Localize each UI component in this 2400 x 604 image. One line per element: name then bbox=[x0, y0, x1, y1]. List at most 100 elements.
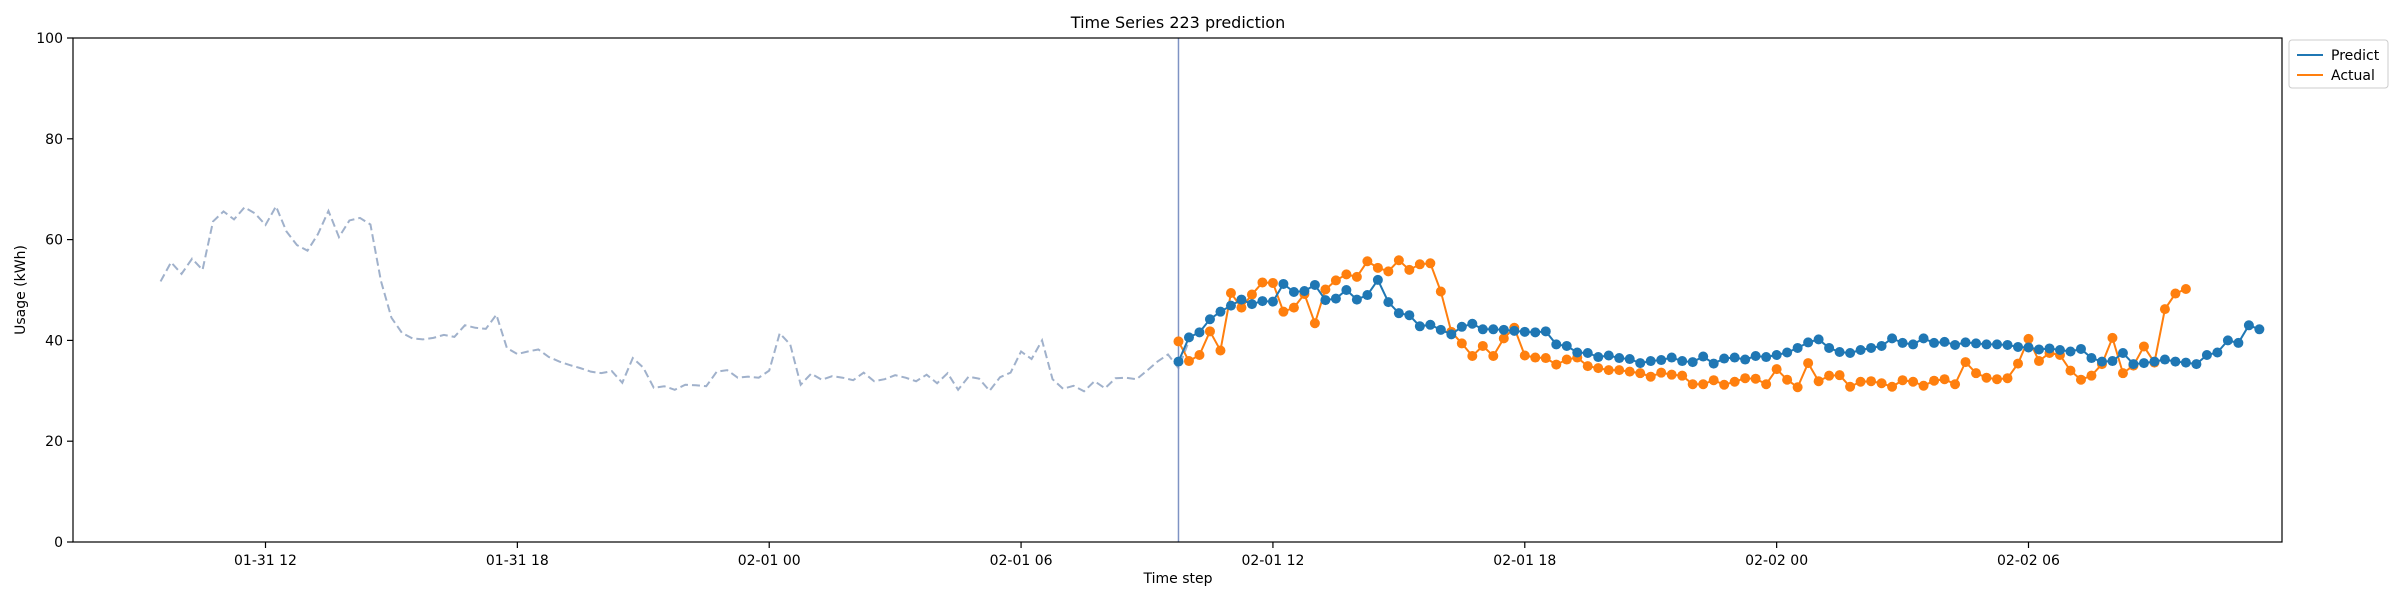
predict-point bbox=[1215, 306, 1226, 317]
actual-point bbox=[2170, 288, 2181, 299]
chart-title: Time Series 223 prediction bbox=[1070, 13, 1285, 32]
predict-point bbox=[2117, 348, 2128, 358]
actual-point bbox=[1593, 363, 1604, 374]
actual-point bbox=[1194, 350, 1205, 361]
predict-point bbox=[1246, 299, 1257, 310]
predict-point bbox=[1834, 346, 1845, 357]
predict-point bbox=[1981, 339, 1992, 350]
predict-point bbox=[1929, 337, 1940, 348]
predict-point bbox=[2075, 343, 2086, 354]
predict-point bbox=[1855, 344, 1866, 355]
predict-point bbox=[2013, 341, 2024, 352]
actual-point bbox=[1414, 259, 1425, 270]
legend-label-predict: Predict bbox=[2331, 48, 2380, 64]
predict-point bbox=[1866, 342, 1877, 353]
predict-point bbox=[1635, 358, 1646, 369]
predict-point bbox=[1614, 353, 1625, 364]
predict-point bbox=[1530, 327, 1541, 338]
actual-point bbox=[1257, 277, 1268, 288]
predict-point bbox=[1887, 333, 1898, 344]
actual-point bbox=[1393, 255, 1404, 266]
predict-point bbox=[1372, 274, 1383, 285]
legend: Predict Actual bbox=[2288, 39, 2389, 89]
x-axis-label: Time step bbox=[1143, 571, 1213, 587]
y-axis: 0 20 40 60 80 100 bbox=[36, 31, 73, 551]
predict-point bbox=[1918, 333, 1929, 344]
predict-point bbox=[1309, 279, 1320, 290]
predict-point bbox=[1551, 339, 1562, 350]
predict-point bbox=[1425, 319, 1436, 330]
predict-point bbox=[2065, 346, 2076, 357]
predict-point bbox=[2201, 350, 2212, 361]
predict-point bbox=[1236, 294, 1247, 305]
actual-point bbox=[1981, 372, 1992, 383]
predict-point bbox=[1782, 347, 1793, 358]
actual-point bbox=[1635, 368, 1646, 379]
actual-point bbox=[1792, 382, 1803, 393]
x-tick-label: 02-01 12 bbox=[1241, 553, 1304, 569]
actual-point bbox=[2065, 365, 2076, 376]
actual-point bbox=[1435, 286, 1446, 297]
predict-point bbox=[2159, 354, 2170, 365]
actual-point bbox=[2180, 283, 2191, 294]
actual-point bbox=[1698, 379, 1709, 390]
predict-point bbox=[1950, 339, 1961, 350]
actual-point bbox=[2002, 373, 2013, 384]
predict-point bbox=[1572, 347, 1583, 358]
actual-point bbox=[1824, 370, 1835, 381]
predict-point bbox=[1813, 334, 1824, 345]
x-axis: 01-31 12 01-31 18 02-01 00 02-01 06 02-01 12… bbox=[234, 542, 2060, 569]
predict-point bbox=[1792, 342, 1803, 353]
predict-point bbox=[2243, 320, 2254, 331]
predict-point bbox=[1992, 339, 2003, 350]
actual-point bbox=[2086, 370, 2097, 381]
predict-point bbox=[1393, 308, 1404, 319]
actual-point bbox=[1330, 275, 1341, 286]
predict-point bbox=[1435, 324, 1446, 335]
predict-point bbox=[2254, 324, 2265, 335]
actual-point bbox=[1950, 379, 1961, 390]
actual-point bbox=[1488, 351, 1499, 362]
actual-point bbox=[1204, 326, 1215, 337]
actual-point bbox=[2023, 333, 2034, 344]
predict-point bbox=[2044, 343, 2055, 354]
predict-point bbox=[2107, 356, 2118, 367]
predict-point bbox=[1908, 339, 1919, 350]
actual-point bbox=[1383, 266, 1394, 277]
actual-point bbox=[1498, 333, 1509, 344]
actual-point bbox=[1803, 358, 1814, 369]
predict-point bbox=[1750, 351, 1761, 362]
predict-point bbox=[1477, 324, 1488, 335]
predict-point bbox=[1771, 350, 1782, 361]
actual-point bbox=[1530, 352, 1541, 363]
predict-point bbox=[2222, 335, 2233, 346]
predict-point bbox=[1278, 278, 1289, 289]
x-tick-label: 01-31 18 bbox=[486, 553, 549, 569]
actual-point bbox=[1341, 269, 1352, 280]
predict-point bbox=[1498, 324, 1509, 335]
x-tick-label: 02-01 18 bbox=[1493, 553, 1556, 569]
predict-point bbox=[1257, 296, 1268, 307]
actual-point bbox=[1624, 366, 1635, 377]
actual-point bbox=[1309, 318, 1320, 329]
predict-point bbox=[1446, 329, 1457, 340]
predict-point bbox=[1320, 295, 1331, 306]
actual-point bbox=[1771, 364, 1782, 375]
predict-point bbox=[1204, 314, 1215, 325]
predict-point bbox=[1404, 310, 1415, 321]
actual-point bbox=[1708, 375, 1719, 386]
predict-point bbox=[2086, 353, 2097, 364]
y-tick-label: 100 bbox=[36, 31, 63, 47]
actual-point bbox=[1845, 381, 1856, 392]
actual-point bbox=[1939, 374, 1950, 385]
predict-point bbox=[1383, 297, 1394, 308]
actual-point bbox=[1782, 374, 1793, 385]
plot-area bbox=[159, 38, 2265, 542]
x-tick-label: 02-01 06 bbox=[990, 553, 1053, 569]
y-tick-label: 0 bbox=[54, 535, 63, 551]
predict-point bbox=[1173, 356, 1184, 367]
actual-point bbox=[1855, 376, 1866, 387]
actual-point bbox=[1288, 302, 1299, 313]
